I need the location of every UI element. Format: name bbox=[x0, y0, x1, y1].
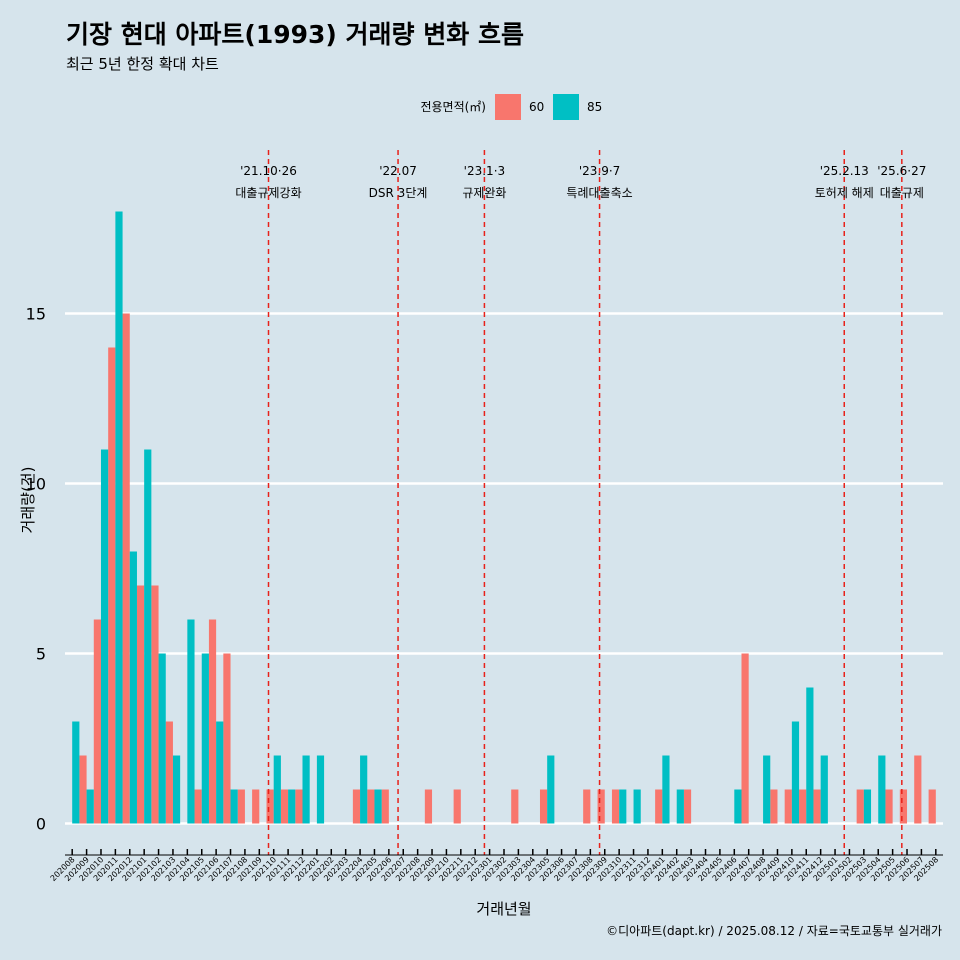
bar-85-202401 bbox=[662, 755, 670, 824]
bar-85-202310 bbox=[619, 789, 627, 824]
event-label: DSR 3단계 bbox=[369, 186, 428, 200]
bar-60-202107 bbox=[223, 653, 231, 824]
bar-60-202110 bbox=[266, 789, 274, 824]
event-label: 규제완화 bbox=[462, 186, 506, 200]
y-tick-label: 0 bbox=[36, 815, 46, 834]
event-date: '25.2.13 bbox=[820, 164, 869, 178]
bar-60-202403 bbox=[683, 789, 692, 824]
bar-60-202401 bbox=[655, 789, 663, 824]
event-label: 대출규제 bbox=[880, 186, 924, 200]
bar-60-202101 bbox=[136, 585, 145, 824]
y-tick-label: 5 bbox=[36, 645, 46, 664]
bar-60-202503 bbox=[856, 789, 864, 824]
chart-subtitle: 최근 5년 한정 확대 차트 bbox=[66, 55, 219, 73]
event-date: '21.10·26 bbox=[240, 164, 297, 178]
bar-85-202012 bbox=[129, 551, 137, 824]
legend-swatch-60 bbox=[495, 94, 521, 120]
bars bbox=[72, 211, 936, 824]
bar-60-202407 bbox=[741, 653, 749, 824]
bar-60-202310 bbox=[611, 789, 620, 824]
bar-60-202102 bbox=[151, 585, 159, 824]
bar-85-202111 bbox=[288, 789, 296, 824]
y-axis-label: 거래량(건) bbox=[19, 467, 37, 534]
bar-60-202505 bbox=[885, 789, 893, 824]
bar-60-202111 bbox=[280, 789, 289, 824]
x-axis-label: 거래년월 bbox=[476, 900, 531, 918]
legend-label-85: 85 bbox=[587, 100, 602, 114]
bar-60-202412 bbox=[813, 789, 821, 824]
event-lines: '21.10·26 대출규제강화 '22.07 DSR 3단계 '23.1·3 규제완화 '… bbox=[235, 150, 926, 855]
bar-60-202209 bbox=[424, 789, 433, 824]
bar-60-202103 bbox=[165, 721, 173, 824]
bar-60-202106 bbox=[208, 619, 217, 824]
bar-60-202508 bbox=[928, 789, 936, 824]
bar-60-202012 bbox=[122, 313, 130, 824]
bar-85-202107 bbox=[230, 789, 238, 824]
legend-title: 전용면적(㎡) bbox=[420, 100, 486, 114]
bar-85-202103 bbox=[172, 755, 181, 824]
chart-title: 기장 현대 아파트(1993) 거래량 변화 흐름 bbox=[66, 20, 524, 49]
bar-85-202305 bbox=[547, 755, 555, 824]
bar-60-202308 bbox=[583, 789, 591, 824]
bar-60-202010 bbox=[93, 619, 101, 824]
bar-85-202011 bbox=[115, 211, 123, 824]
x-axis: 2020082020092020102020112020122021012021… bbox=[49, 849, 943, 883]
bar-85-202110 bbox=[273, 755, 281, 824]
bar-60-202205 bbox=[367, 789, 375, 824]
bar-85-202503 bbox=[863, 789, 872, 824]
event-label: 토허제 해제 bbox=[815, 186, 874, 200]
event-date: '23.1·3 bbox=[464, 164, 505, 178]
bar-60-202204 bbox=[352, 789, 361, 824]
bar-60-202309 bbox=[597, 789, 605, 824]
legend-label-60: 60 bbox=[529, 100, 544, 114]
event-label: 특례대출축소 bbox=[566, 186, 632, 200]
bar-60-202409 bbox=[770, 789, 778, 824]
bar-85-202102 bbox=[158, 653, 166, 824]
bar-60-202108 bbox=[237, 789, 245, 824]
bar-60-202411 bbox=[799, 789, 807, 824]
bar-60-202105 bbox=[194, 789, 202, 824]
bar-85-202010 bbox=[100, 449, 109, 824]
bar-85-202402 bbox=[676, 789, 684, 824]
bar-85-202009 bbox=[86, 789, 94, 824]
bar-85-202408 bbox=[763, 755, 771, 824]
bar-85-202412 bbox=[820, 755, 828, 824]
bar-85-202201 bbox=[316, 755, 325, 824]
bar-85-202411 bbox=[806, 687, 814, 824]
bar-60-202206 bbox=[381, 789, 389, 824]
bar-85-202406 bbox=[734, 789, 742, 824]
bar-60-202011 bbox=[108, 347, 116, 824]
event-date: '22.07 bbox=[379, 164, 417, 178]
bar-60-202109 bbox=[252, 789, 260, 824]
bar-85-202105 bbox=[201, 653, 209, 824]
bar-60-202410 bbox=[784, 789, 792, 824]
bar-60-202211 bbox=[453, 789, 461, 824]
caption: ©디아파트(dapt.kr) / 2025.08.12 / 자료=국토교통부 실… bbox=[606, 924, 942, 938]
event-date: '23.9·7 bbox=[579, 164, 620, 178]
bar-85-202205 bbox=[374, 789, 382, 824]
bar-85-202504 bbox=[878, 755, 886, 824]
bar-60-202009 bbox=[79, 755, 87, 824]
bar-85-202106 bbox=[216, 721, 224, 824]
bar-85-202204 bbox=[360, 755, 368, 824]
bar-60-202305 bbox=[539, 789, 548, 824]
bar-60-202303 bbox=[511, 789, 519, 824]
bar-85-202410 bbox=[791, 721, 800, 824]
legend-swatch-85 bbox=[553, 94, 579, 120]
y-axis: 0 5 10 15 bbox=[26, 305, 46, 834]
bar-85-202112 bbox=[302, 755, 310, 824]
bar-60-202112 bbox=[295, 789, 303, 824]
y-tick-label: 10 bbox=[26, 475, 46, 494]
bar-85-202311 bbox=[633, 789, 641, 824]
event-date: '25.6·27 bbox=[877, 164, 926, 178]
bar-85-202101 bbox=[144, 449, 152, 824]
event-label: 대출규제강화 bbox=[235, 186, 301, 200]
bar-85-202104 bbox=[187, 619, 195, 824]
y-tick-label: 15 bbox=[26, 305, 46, 324]
bar-60-202507 bbox=[914, 755, 922, 824]
bar-85-202008 bbox=[72, 721, 80, 824]
bar-60-202506 bbox=[899, 789, 908, 824]
